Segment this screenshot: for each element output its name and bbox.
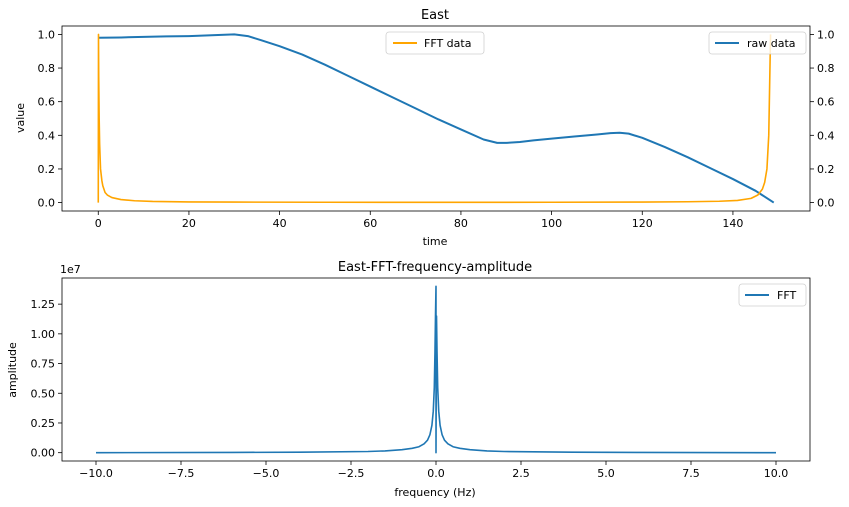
y-tick-label: 0.25	[31, 417, 56, 430]
chart-east-y-ticks: 0.0 0.2 0.4 0.6 0.8 1.0	[38, 28, 62, 210]
chart-east-fft-y-offset: 1e7	[60, 263, 81, 276]
chart-east-fft-x-ticks: −10.0 −7.5 −5.0 −2.5 0.0 2.5 5.0 7.5 10.0	[79, 461, 788, 480]
legend-fft-label: FFT	[777, 289, 796, 302]
x-tick-label: −10.0	[79, 467, 113, 480]
series-line-fft	[95, 285, 777, 454]
y-tick-label: 0.0	[38, 197, 56, 210]
y-tick-label: 0.4	[38, 129, 56, 142]
legend-fft-data-label: FFT data	[424, 37, 471, 50]
x-tick-label: 5.0	[597, 467, 615, 480]
chart-east-lines	[97, 33, 775, 204]
legend-fft-data-box	[385, 31, 485, 55]
y2-tick-label: 0.2	[817, 163, 835, 176]
legend-fft-data: FFT data	[385, 31, 485, 55]
y2-tick-label: 0.8	[817, 62, 835, 75]
y-tick-label: 1.0	[38, 28, 56, 41]
legend-fft-box	[738, 283, 807, 307]
x-tick-label: 80	[454, 217, 468, 230]
chart-east: East 0 20 40 60 80 100 120 140 0.0 0.2 0.4 0.6 0.8 1…	[14, 8, 835, 248]
x-tick-label: 100	[541, 217, 562, 230]
y-tick-label: 0.2	[38, 163, 56, 176]
y2-tick-label: 1.0	[817, 28, 835, 41]
x-tick-label: 140	[722, 217, 743, 230]
legend-fft: FFT	[738, 283, 807, 307]
x-tick-label: −2.5	[338, 467, 365, 480]
y2-tick-label: 0.0	[817, 197, 835, 210]
chart-east-fft-y-label: amplitude	[6, 342, 19, 398]
x-tick-label: 7.5	[682, 467, 700, 480]
x-tick-label: 0	[95, 217, 102, 230]
x-tick-label: 120	[632, 217, 653, 230]
legend-raw-data-label: raw data	[747, 37, 796, 50]
chart-east-fft: East-FFT-frequency-amplitude 1e7 −10.0 −7…	[6, 260, 811, 499]
x-tick-label: −5.0	[253, 467, 280, 480]
y2-tick-label: 0.4	[817, 129, 835, 142]
chart-east-y2-ticks: 0.0 0.2 0.4 0.6 0.8 1.0	[810, 28, 835, 210]
x-tick-label: 2.5	[512, 467, 530, 480]
x-tick-label: 0.0	[427, 467, 445, 480]
y2-tick-label: 0.6	[817, 96, 835, 109]
chart-east-fft-lines	[95, 285, 777, 454]
chart-east-title: East	[421, 8, 449, 23]
chart-east-x-ticks: 0 20 40 60 80 100 120 140	[95, 211, 743, 230]
x-tick-label: 10.0	[764, 467, 789, 480]
y-tick-label: 0.8	[38, 62, 56, 75]
y-tick-label: 0.6	[38, 96, 56, 109]
y-tick-label: 0.50	[31, 387, 56, 400]
y-tick-label: 0.75	[31, 358, 56, 371]
y-tick-label: 1.00	[31, 328, 56, 341]
series-line-raw-data	[98, 33, 775, 204]
chart-east-fft-x-label: frequency (Hz)	[394, 486, 475, 499]
chart-east-fft-y-ticks: 0.00 0.25 0.50 0.75 1.00 1.25	[31, 298, 62, 460]
x-tick-label: 40	[273, 217, 287, 230]
x-tick-label: −7.5	[168, 467, 195, 480]
legend-raw-data: raw data	[708, 31, 807, 55]
y-tick-label: 1.25	[31, 298, 56, 311]
chart-east-y-label: value	[14, 103, 27, 133]
chart-east-fft-frame	[61, 277, 811, 462]
y-tick-label: 0.00	[31, 447, 56, 460]
legend-raw-data-box	[708, 31, 807, 55]
chart-east-fft-title: East-FFT-frequency-amplitude	[338, 260, 532, 275]
series-line-fft-data	[97, 33, 772, 204]
x-tick-label: 60	[363, 217, 377, 230]
chart-east-frame	[61, 25, 811, 212]
x-tick-label: 20	[182, 217, 196, 230]
chart-east-x-label: time	[423, 235, 448, 248]
